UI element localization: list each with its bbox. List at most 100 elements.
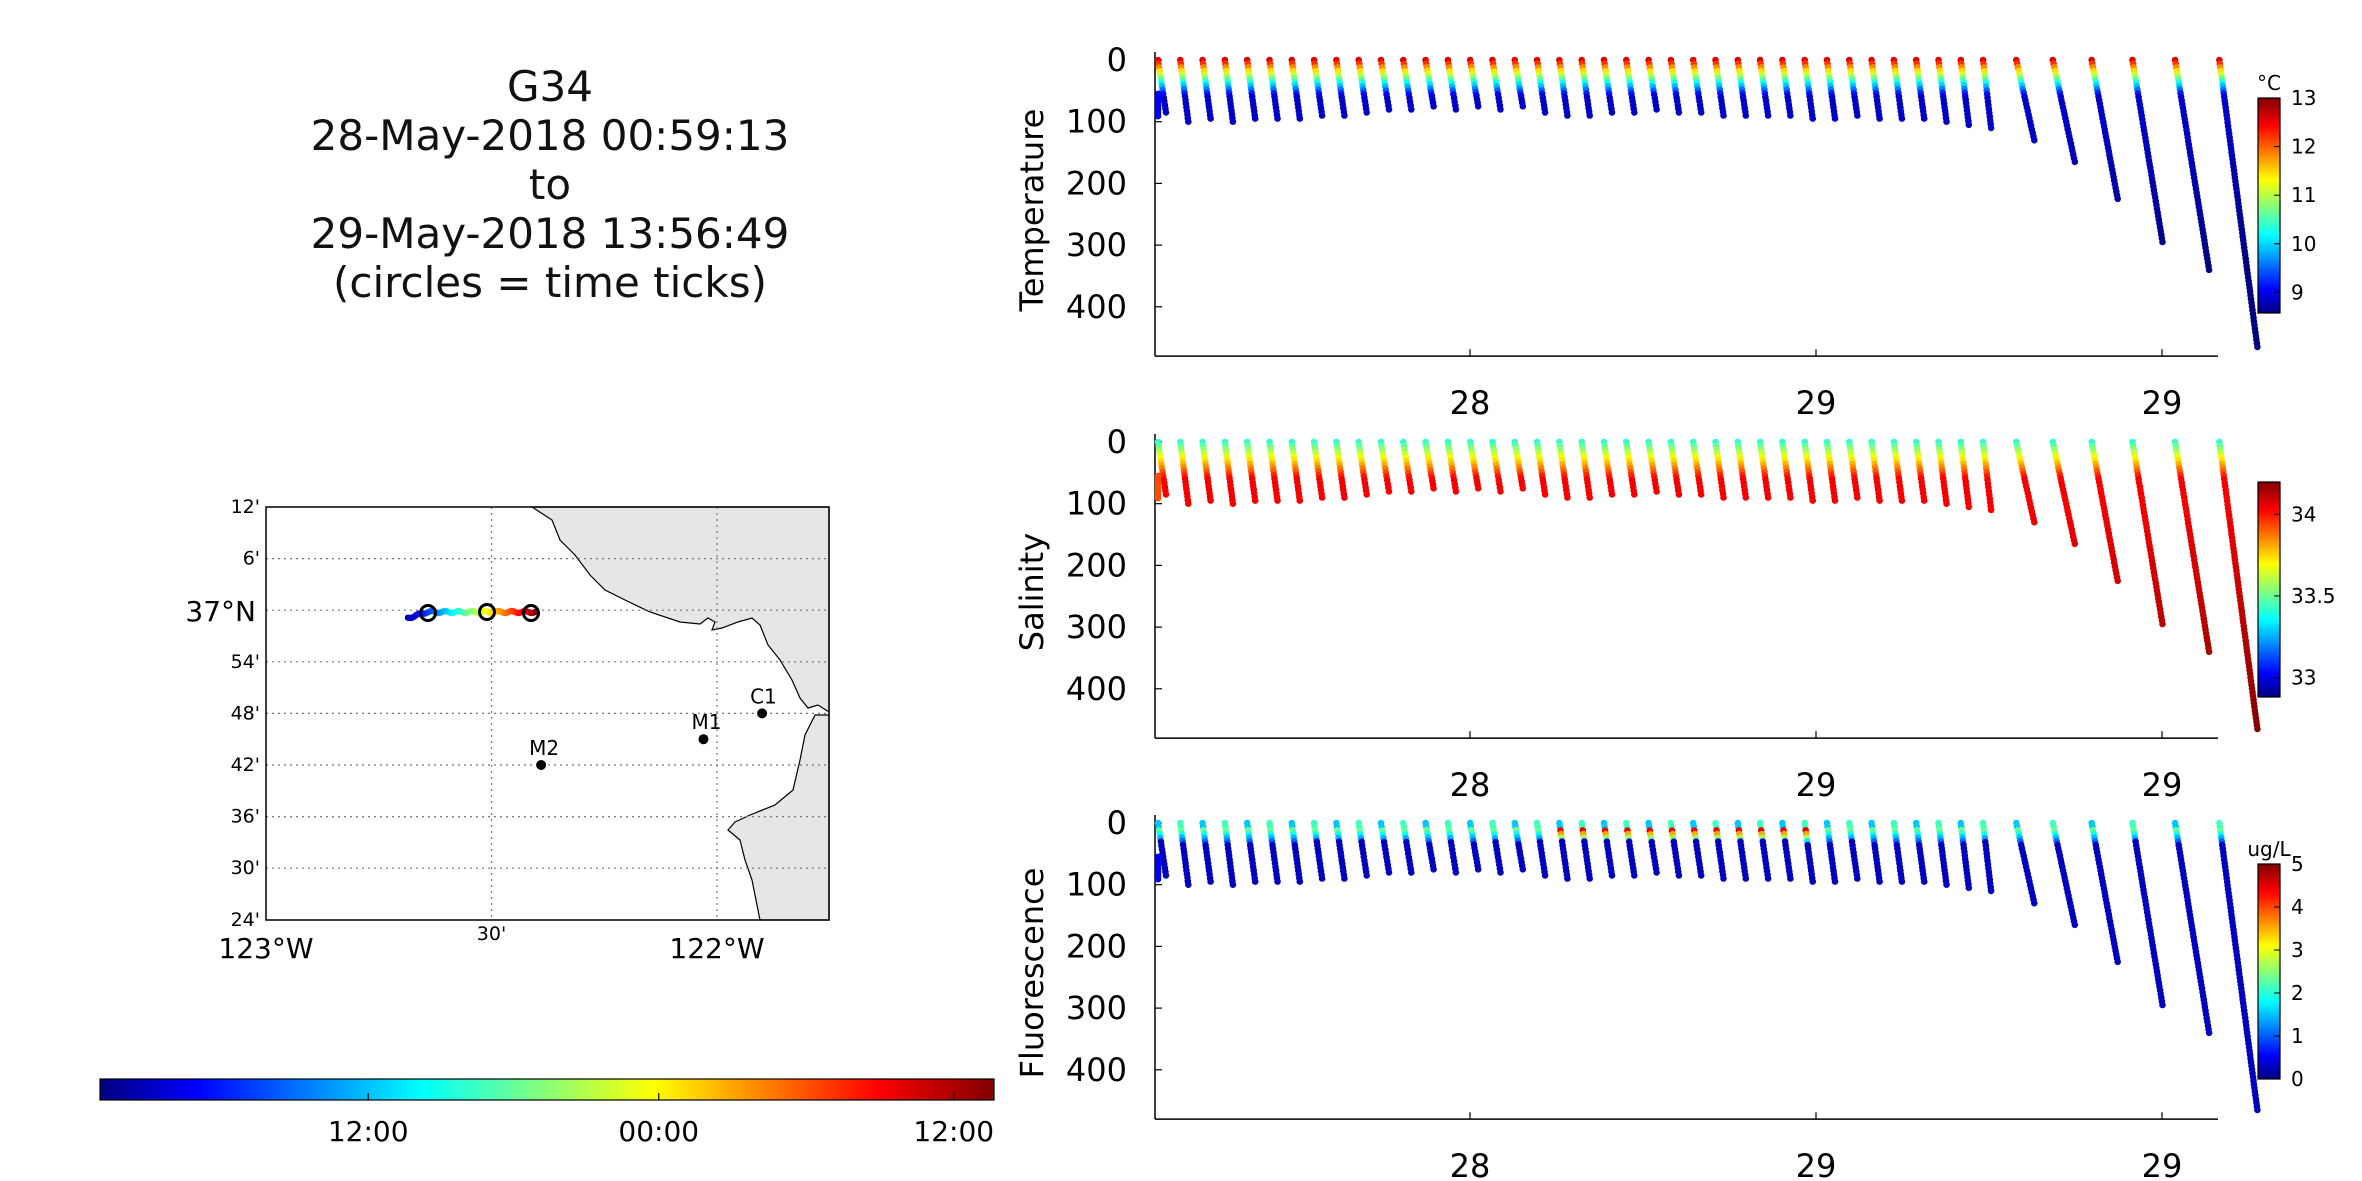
profile-point <box>1430 485 1437 492</box>
value-colorbar <box>2257 863 2281 1080</box>
profile-point <box>1162 872 1170 879</box>
panel-salinity: 0 100 200 300 400 28 29 29 Salinity 34 33.5 33 <box>1013 423 2336 804</box>
profile-point <box>1920 878 1928 885</box>
profile-point <box>1519 866 1527 873</box>
profile-point <box>1631 491 1638 498</box>
profile-point <box>1854 875 1861 882</box>
profile-point <box>1653 106 1660 113</box>
value-colorbar <box>2257 481 2281 698</box>
profile-point <box>1296 878 1304 885</box>
y-tick-label: 0 <box>1107 423 1127 461</box>
profile-point <box>1452 869 1460 876</box>
profile-point <box>1697 872 1705 879</box>
profile-point <box>1720 112 1727 119</box>
station-marker <box>757 708 768 719</box>
map-lat-tick-label: 24' <box>231 909 260 931</box>
colorbar-tick-label: 33 <box>2291 666 2316 690</box>
profile-point <box>2254 725 2261 733</box>
value-colorbar <box>2257 97 2281 314</box>
profile-point <box>1154 112 1162 120</box>
profile-point <box>1497 488 1504 495</box>
time-tick-circle <box>522 604 540 622</box>
profile-point <box>1564 494 1571 501</box>
map-panel: 12' 6' 37°N 54' 48' 42' 36' 30' 24' 123°W 30' 122°… <box>185 496 830 965</box>
profile-point <box>1341 875 1348 882</box>
time-colorbar-label: 12:00 <box>913 1115 994 1148</box>
profile-point <box>1653 488 1660 495</box>
profile-point <box>1742 494 1750 501</box>
station-label: C1 <box>750 684 777 708</box>
x-tick-label: 29 <box>2142 766 2183 804</box>
panel-temperature: 0 100 200 300 400 28 29 29 Temperature °C 13 12 11 10… <box>1013 41 2316 422</box>
profile-point <box>1564 112 1571 119</box>
profile-point <box>1608 872 1616 879</box>
colorbar-unit: °C <box>2257 71 2281 95</box>
profile-point <box>2071 921 2079 929</box>
profile-point <box>1154 875 1162 883</box>
profile-dots <box>1154 438 2261 733</box>
colorbar-tick-label: 9 <box>2291 280 2304 304</box>
x-tick-label: 28 <box>1450 384 1491 422</box>
x-tick-label: 28 <box>1450 766 1491 804</box>
colorbar-tick-label: 0 <box>2291 1067 2304 1091</box>
profile-point <box>1742 875 1750 882</box>
x-tick-label: 29 <box>1796 1147 1837 1181</box>
title-line-start: 28-May-2018 00:59:13 <box>310 111 790 160</box>
profile-point <box>1318 875 1326 882</box>
colorbar-tick-label: 10 <box>2291 232 2316 256</box>
glider-track <box>404 603 540 622</box>
x-tick-label: 29 <box>1796 384 1837 422</box>
profile-point <box>1564 875 1571 882</box>
profile-point <box>2159 620 2166 628</box>
profile-point <box>1385 106 1393 113</box>
y-tick-label: 300 <box>1066 989 1127 1027</box>
time-colorbar-label: 00:00 <box>618 1115 699 1148</box>
profile-point <box>1430 866 1437 873</box>
map-axes-box <box>265 506 830 921</box>
y-axis-label: Fluorescence <box>1013 868 1051 1079</box>
profile-point <box>1251 878 1259 885</box>
map-lat-tick-labels: 12' 6' 37°N 54' 48' 42' 36' 30' 24' <box>185 496 260 931</box>
map-gridlines <box>266 507 829 920</box>
y-tick-label: 0 <box>1107 41 1127 79</box>
profile-point <box>1185 500 1192 508</box>
x-tick-label: 29 <box>1796 766 1837 804</box>
map-lat-tick-label: 12' <box>231 496 260 518</box>
colorbar-tick-label: 3 <box>2291 938 2304 962</box>
x-tick-label: 29 <box>2142 1147 2183 1181</box>
profile-point <box>1608 491 1616 498</box>
profile-point <box>1987 506 1995 514</box>
profile-point <box>2205 1029 2213 1037</box>
map-lat-tick-label: 30' <box>231 857 260 879</box>
profile-point <box>1831 115 1839 122</box>
profile-point <box>1742 112 1750 119</box>
colorbar-tick-label: 11 <box>2291 183 2316 207</box>
profile-point <box>2114 195 2121 203</box>
profile-point <box>1809 497 1816 504</box>
y-tick-label: 400 <box>1066 670 1127 708</box>
y-axis-label: Salinity <box>1013 533 1051 651</box>
profile-point <box>1787 494 1794 501</box>
colorbar-unit: ug/L <box>2247 837 2291 861</box>
time-colorbar-ticks: 12:00 00:00 12:00 <box>328 1093 994 1148</box>
time-colorbar-gradient <box>99 1078 995 1101</box>
figure-title: G34 28-May-2018 00:59:13 to 29-May-2018 … <box>250 62 850 307</box>
profile-point <box>1274 115 1281 122</box>
profile-point <box>1943 881 1950 888</box>
profile-point <box>1207 115 1214 122</box>
profile-point <box>1162 109 1170 116</box>
profile-point <box>1385 869 1393 876</box>
profile-point <box>1943 500 1950 508</box>
profile-point <box>1363 872 1370 879</box>
profile-point <box>1474 103 1482 110</box>
mooring-stations: M2 M1 C1 <box>529 684 777 770</box>
y-tick-label: 400 <box>1066 288 1127 326</box>
profile-point <box>1408 869 1415 876</box>
profile-point <box>2114 577 2121 585</box>
profile-point <box>1452 106 1460 113</box>
y-tick-label: 300 <box>1066 608 1127 646</box>
profile-point <box>1720 875 1727 882</box>
profile-point <box>1943 118 1950 125</box>
